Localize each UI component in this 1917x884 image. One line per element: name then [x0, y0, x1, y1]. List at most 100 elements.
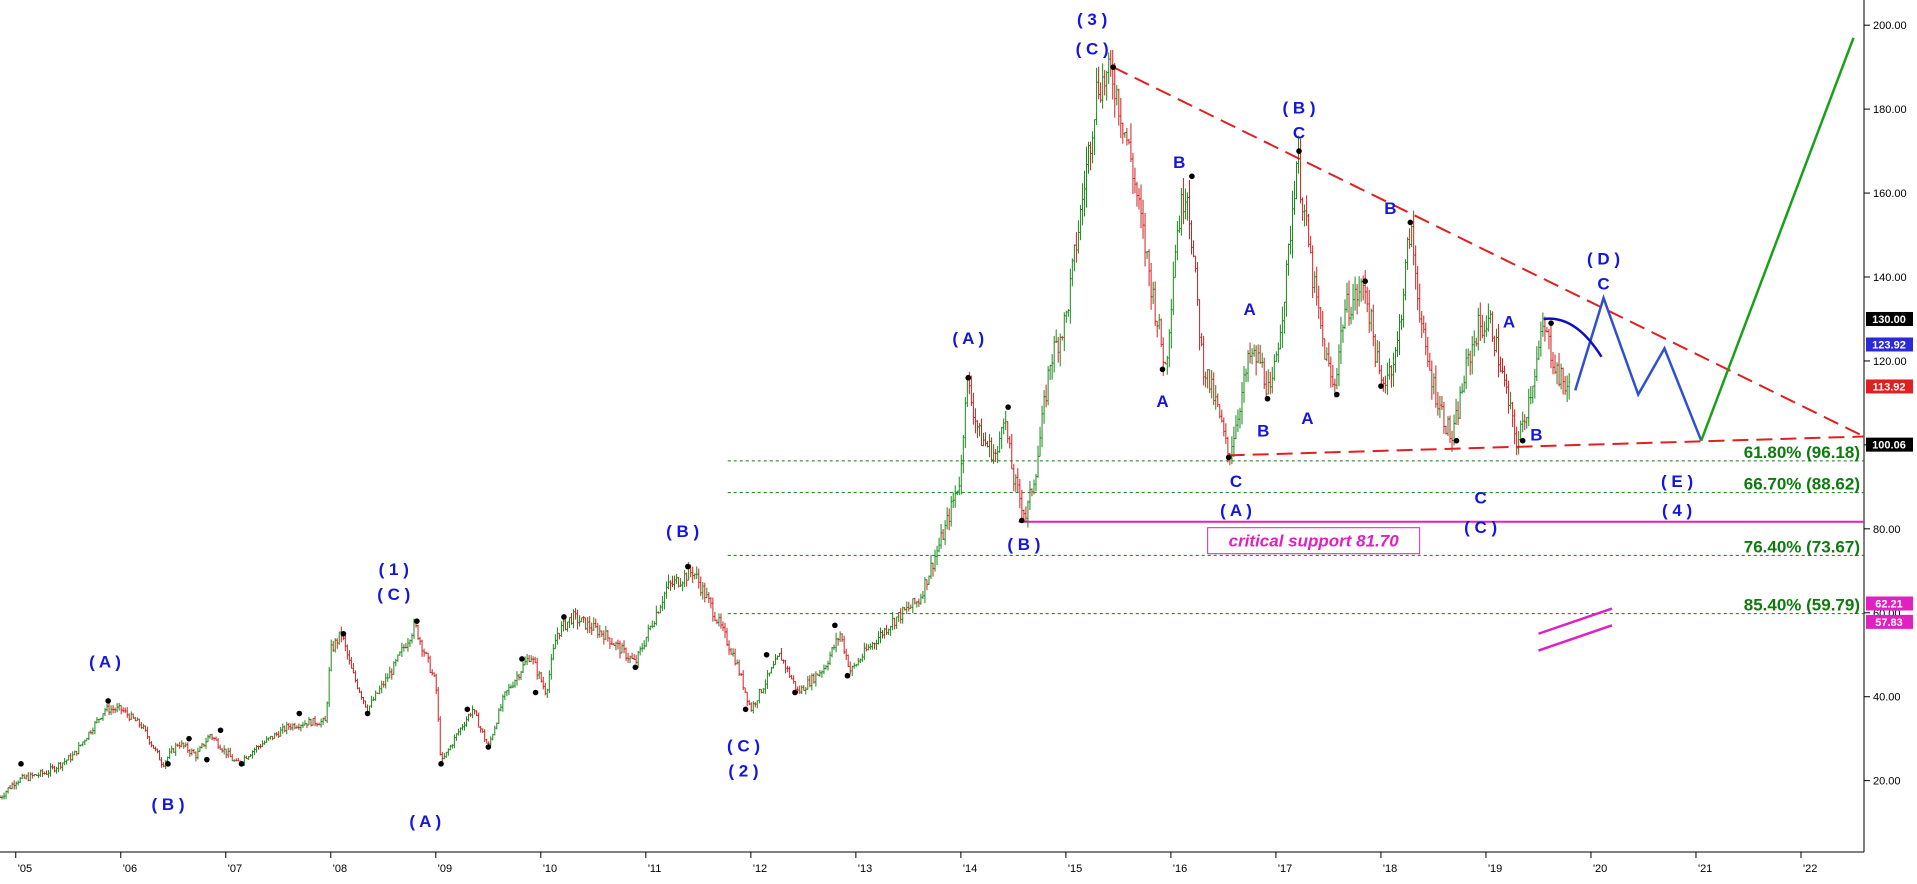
pivot-dot	[364, 710, 371, 717]
pivot-dot	[296, 710, 303, 717]
y-tick-label: 140.00	[1873, 272, 1907, 284]
y-tick-label: 120.00	[1873, 356, 1907, 368]
x-tick-label: '09	[438, 863, 452, 875]
wave-label: C	[1475, 489, 1487, 508]
price-tag	[1866, 437, 1913, 452]
fib-level-label: 66.70% (88.62)	[1744, 475, 1860, 494]
wave-label: ( 4 )	[1662, 501, 1692, 520]
wave-label: ( B )	[666, 522, 699, 541]
y-tick-label: 40.00	[1873, 692, 1901, 704]
price-tag	[1866, 379, 1913, 394]
pivot-dot	[1296, 148, 1302, 154]
wave-label: ( C )	[377, 585, 410, 604]
wave-label: A	[1301, 409, 1313, 428]
x-tick-label: '08	[333, 863, 347, 875]
price-tag	[1866, 596, 1913, 611]
x-tick-label: '05	[18, 863, 32, 875]
pivot-dot	[414, 618, 420, 624]
wave-label: ( A )	[952, 329, 984, 348]
pivot-dot	[1378, 383, 1384, 389]
wave-label: C	[1293, 124, 1305, 143]
pivot-dot	[561, 614, 567, 620]
wave-label: B	[1530, 426, 1542, 445]
x-tick-label: '22	[1803, 863, 1817, 875]
x-tick-label: '12	[753, 863, 767, 875]
pivot-dot	[1548, 320, 1554, 326]
wave-label: ( A )	[1220, 501, 1252, 520]
wave-label: ( B )	[151, 795, 184, 814]
wave-projection-path	[1574, 294, 1703, 442]
support-trendline	[1228, 435, 1865, 457]
pivot-dot	[1005, 404, 1011, 410]
wave-label: ( 2 )	[728, 761, 758, 780]
pivot-dot	[204, 756, 210, 763]
wave-label: ( D )	[1587, 249, 1620, 268]
pivot-dot	[1189, 173, 1195, 180]
wave-label: ( E )	[1661, 472, 1693, 491]
critical-support-label: critical support 81.70	[1229, 532, 1400, 551]
x-tick-label: '13	[858, 863, 872, 875]
wave-label: ( 3 )	[1077, 10, 1107, 29]
wave-label: ( C )	[727, 736, 760, 755]
wave-label: B	[1384, 199, 1396, 218]
pivot-dot	[438, 761, 444, 767]
pivot-dot	[832, 622, 838, 629]
pivot-dot	[18, 761, 24, 767]
fib-level-label: 76.40% (73.67)	[1744, 537, 1860, 556]
wave-label: ( A )	[409, 812, 441, 831]
pivot-dot	[763, 651, 770, 658]
price-tag-label: 57.83	[1875, 617, 1903, 629]
wave-label: A	[1156, 392, 1168, 411]
pivot-dot	[1453, 437, 1460, 444]
pivot-dot	[1159, 366, 1166, 373]
pivot-dot	[532, 689, 539, 696]
wave-label: B	[1173, 153, 1185, 172]
price-tag-label: 100.06	[1872, 440, 1906, 452]
pivot-dot	[1225, 454, 1232, 461]
price-tag-label: 123.92	[1872, 339, 1906, 351]
x-tick-label: '16	[1173, 863, 1187, 875]
candles	[0, 50, 1571, 800]
pivot-dot	[105, 698, 111, 704]
pivot-dot	[632, 664, 639, 671]
x-tick-label: '17	[1278, 863, 1292, 875]
pivot-dot	[685, 563, 691, 570]
magenta-target-mark	[1538, 624, 1613, 652]
wave-label: C	[1230, 472, 1242, 491]
wave-label: A	[1503, 312, 1515, 331]
pivot-dot	[1362, 278, 1368, 285]
pivot-dot	[165, 761, 171, 767]
x-tick-label: '14	[963, 863, 977, 875]
pivot-dot	[792, 689, 798, 696]
pivot-dot	[1018, 517, 1025, 524]
pivot-dot	[1407, 219, 1414, 226]
pivot-dot	[742, 706, 749, 713]
pivot-dot	[186, 735, 192, 742]
wave-label: ( A )	[89, 652, 121, 671]
resistance-arc	[1543, 317, 1603, 358]
resistance-trendline	[1112, 66, 1865, 438]
fib-level-label: 85.40% (59.79)	[1744, 596, 1860, 615]
price-tag-label: 62.21	[1875, 598, 1903, 610]
x-tick-label: '21	[1698, 863, 1712, 875]
y-tick-label: 20.00	[1873, 776, 1901, 788]
wave-label: C	[1597, 275, 1609, 294]
pivot-dot	[340, 630, 347, 637]
critical-support-box	[1207, 527, 1421, 555]
pivot-dot	[1264, 395, 1271, 402]
fib-level-label: 61.80% (96.18)	[1744, 443, 1860, 462]
pivot-dot	[1334, 391, 1340, 398]
x-tick-label: '15	[1068, 863, 1082, 875]
pivot-dot	[1110, 64, 1116, 70]
bullish-projection-line	[1700, 37, 1855, 442]
x-tick-label: '11	[648, 863, 662, 875]
price-tag-label: 113.92	[1872, 381, 1905, 393]
y-tick-label: 180.00	[1873, 104, 1907, 116]
pivot-dot	[485, 744, 492, 750]
wave-label: ( B )	[1283, 98, 1316, 117]
wave-label: ( B )	[1007, 535, 1040, 554]
x-tick-label: '19	[1488, 863, 1502, 875]
pivot-dot	[464, 706, 471, 713]
